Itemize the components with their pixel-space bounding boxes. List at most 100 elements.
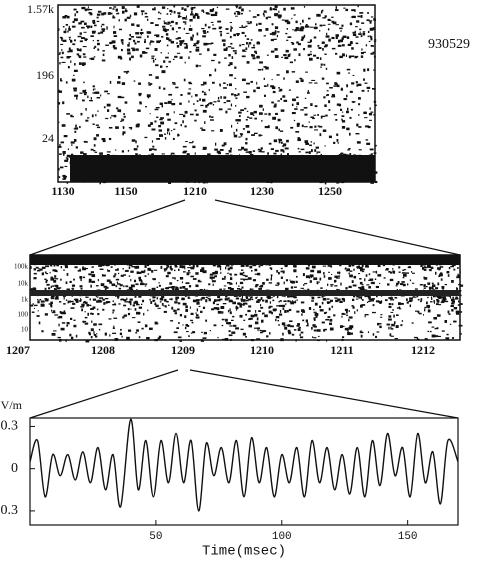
texture-speck <box>84 38 88 41</box>
texture-speck <box>383 277 386 279</box>
texture-speck <box>226 84 229 86</box>
texture-speck <box>151 153 154 156</box>
texture-speck <box>168 304 170 306</box>
texture-speck <box>175 38 179 40</box>
texture-speck <box>372 88 376 90</box>
texture-speck <box>80 278 82 282</box>
texture-speck <box>48 303 52 305</box>
texture-speck <box>113 47 117 50</box>
texture-speck <box>176 327 180 330</box>
texture-speck <box>106 301 108 304</box>
texture-speck <box>129 14 132 17</box>
texture-speck <box>167 52 169 54</box>
texture-speck <box>431 334 436 338</box>
texture-speck <box>351 82 355 85</box>
texture-speck <box>102 139 106 143</box>
texture-speck <box>88 279 92 282</box>
texture-speck <box>221 311 224 314</box>
texture-speck <box>341 126 346 129</box>
texture-speck <box>188 81 192 84</box>
texture-speck <box>196 314 199 317</box>
texture-speck <box>145 47 150 50</box>
texture-speck <box>108 318 112 320</box>
texture-speck <box>427 307 430 309</box>
texture-speck <box>104 332 107 336</box>
texture-speck <box>217 96 220 100</box>
texture-speck <box>121 119 124 122</box>
texture-speck <box>223 96 227 99</box>
texture-speck <box>134 279 137 283</box>
texture-speck <box>256 300 260 303</box>
texture-speck <box>117 81 121 84</box>
texture-speck <box>69 280 72 284</box>
texture-speck <box>341 37 344 40</box>
texture-speck <box>222 303 227 305</box>
texture-speck <box>192 15 196 19</box>
texture-speck <box>338 39 341 43</box>
texture-speck <box>150 301 153 304</box>
texture-speck <box>171 306 174 310</box>
texture-speck <box>100 94 102 97</box>
texture-speck <box>246 110 249 112</box>
texture-speck <box>61 124 66 127</box>
texture-speck <box>246 95 250 99</box>
texture-speck <box>278 301 280 303</box>
texture-speck <box>211 280 216 283</box>
texture-speck <box>242 50 247 52</box>
texture-speck <box>449 323 452 325</box>
texture-speck <box>251 134 255 136</box>
texture-speck <box>195 284 199 288</box>
texture-speck <box>308 53 312 56</box>
texture-speck <box>330 299 334 302</box>
texture-speck <box>122 10 125 14</box>
texture-speck <box>201 267 205 270</box>
texture-speck <box>144 265 147 268</box>
texture-speck <box>409 297 413 300</box>
texture-speck <box>274 13 279 16</box>
texture-speck <box>385 269 389 271</box>
texture-speck <box>219 288 222 291</box>
texture-speck <box>336 277 340 279</box>
x-tick-label: 1250 <box>318 184 342 198</box>
texture-speck <box>272 8 275 10</box>
texture-speck <box>154 339 159 342</box>
texture-speck <box>207 297 210 299</box>
texture-speck <box>372 304 375 307</box>
texture-speck <box>256 14 260 17</box>
texture-speck <box>187 267 191 269</box>
texture-speck <box>115 285 118 288</box>
texture-speck <box>311 296 315 300</box>
texture-speck <box>363 68 366 72</box>
texture-speck <box>180 94 183 96</box>
texture-speck <box>374 39 377 41</box>
texture-speck <box>298 53 301 57</box>
texture-speck <box>228 310 230 313</box>
texture-speck <box>282 307 285 310</box>
texture-speck <box>212 272 216 275</box>
texture-speck <box>59 287 61 289</box>
texture-speck <box>270 305 273 308</box>
texture-speck <box>439 273 443 277</box>
texture-speck <box>300 79 304 83</box>
texture-speck <box>117 95 122 99</box>
texture-speck <box>323 328 326 332</box>
texture-speck <box>351 47 354 50</box>
texture-speck <box>336 84 340 88</box>
texture-speck <box>211 59 215 62</box>
texture-speck <box>458 300 460 303</box>
texture-speck <box>97 32 101 35</box>
texture-speck <box>378 265 381 267</box>
texture-speck <box>433 317 438 320</box>
texture-speck <box>148 269 152 271</box>
texture-speck <box>360 269 363 272</box>
texture-speck <box>226 322 229 325</box>
texture-speck <box>129 298 133 301</box>
texture-speck <box>321 77 325 80</box>
texture-speck <box>111 283 116 287</box>
texture-speck <box>59 51 61 55</box>
texture-speck <box>179 286 182 289</box>
texture-speck <box>205 43 209 45</box>
texture-speck <box>307 44 312 48</box>
texture-speck <box>106 28 108 30</box>
texture-speck <box>356 20 360 23</box>
